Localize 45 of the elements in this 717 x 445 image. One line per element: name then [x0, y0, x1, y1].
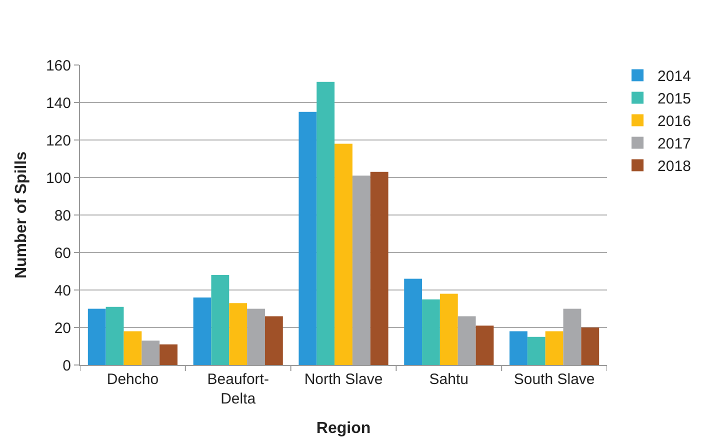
- bar: [298, 112, 317, 365]
- legend-label: 2018: [658, 158, 691, 176]
- bar: [124, 331, 142, 365]
- bar: [476, 326, 494, 365]
- bar: [211, 275, 230, 365]
- bar: [316, 82, 335, 365]
- x-tick-label: South Slave: [514, 371, 595, 388]
- x-tick-label: Sahtu: [429, 371, 468, 388]
- y-tick-label: 80: [54, 207, 71, 224]
- y-tick-label: 120: [46, 132, 71, 150]
- bar: [247, 308, 265, 365]
- bar: [545, 331, 564, 365]
- bar: [229, 303, 248, 365]
- y-tick-label: 60: [54, 244, 71, 262]
- bar: [106, 306, 124, 365]
- bar: [370, 172, 388, 365]
- x-tick-label: Dehcho: [106, 371, 159, 388]
- y-axis-title: Number of Spills: [12, 151, 30, 279]
- y-tick-label: 100: [46, 170, 71, 187]
- x-axis-title: Region: [316, 420, 371, 438]
- bar: [458, 316, 476, 365]
- bar: [440, 294, 458, 365]
- x-tick-label: North Slave: [304, 371, 383, 388]
- bar: [422, 299, 440, 365]
- legend-label: 2016: [658, 113, 691, 130]
- bar: [510, 331, 528, 365]
- bar: [264, 316, 283, 365]
- bar: [193, 298, 212, 365]
- bar: [352, 176, 370, 365]
- x-tick-label: Beaufort- Delta: [207, 371, 269, 408]
- legend-label: 2014: [658, 68, 691, 86]
- bar: [142, 340, 160, 365]
- bar: [404, 278, 422, 365]
- y-tick-label: 140: [46, 94, 71, 112]
- bar: [334, 144, 352, 365]
- bar: [160, 344, 178, 365]
- bar: [88, 308, 106, 365]
- y-tick-label: 160: [46, 57, 71, 74]
- y-tick-label: 20: [54, 320, 71, 337]
- legend-label: 2015: [658, 90, 691, 108]
- y-tick-label: 40: [54, 282, 71, 300]
- y-tick-label: 0: [62, 357, 71, 374]
- legend-label: 2017: [658, 136, 691, 153]
- bar: [527, 336, 546, 365]
- bar: [581, 328, 600, 365]
